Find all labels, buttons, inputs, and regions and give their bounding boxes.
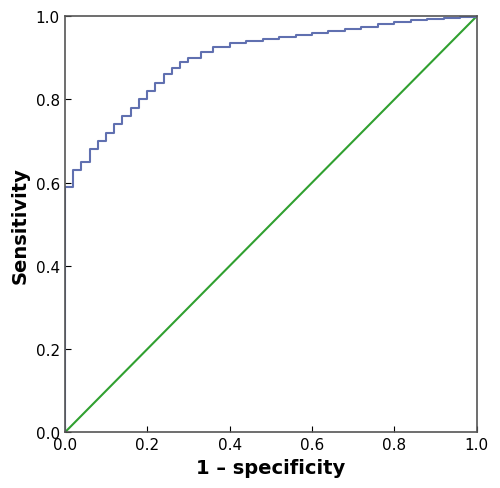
- X-axis label: 1 – specificity: 1 – specificity: [196, 458, 346, 477]
- Y-axis label: Sensitivity: Sensitivity: [11, 166, 30, 283]
